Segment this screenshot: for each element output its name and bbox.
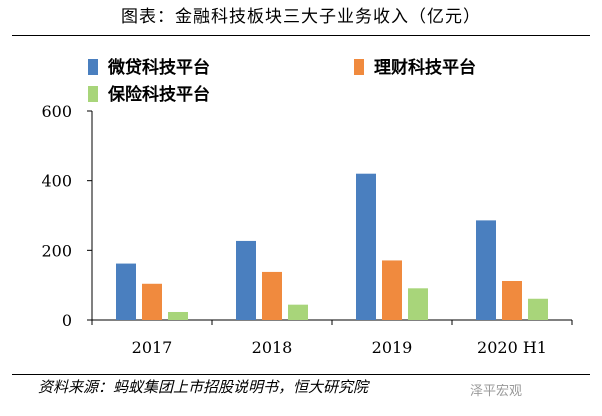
source-note: 资料来源：蚂蚁集团上市招股说明书，恒大研究院 [38, 378, 369, 396]
legend-swatch-1 [354, 59, 364, 75]
bar-2-0 [356, 173, 376, 320]
legend-swatch-2 [88, 86, 98, 102]
legend-label-1: 理财科技平台 [374, 57, 476, 78]
bar-3-2 [528, 298, 548, 320]
legend-label-2: 保险科技平台 [107, 84, 210, 105]
x-tick-label-0: 2017 [132, 338, 173, 357]
bar-3-1 [502, 280, 522, 320]
y-tick-label-3: 600 [41, 102, 72, 121]
y-tick-label-0: 0 [62, 311, 72, 330]
bar-2-1 [382, 260, 402, 320]
bar-1-1 [262, 271, 282, 320]
title-divider [12, 35, 590, 36]
bar-0-1 [142, 283, 162, 320]
watermark: 泽平宏观 [470, 384, 523, 399]
bar-0-2 [168, 311, 188, 320]
y-tick-label-1: 200 [41, 241, 72, 260]
y-axis: 0 200 400 600 [41, 102, 93, 330]
x-tick-label-3: 2020 H1 [477, 338, 547, 357]
bars [116, 173, 548, 320]
x-axis: 2017 2018 2019 2020 H1 [91, 319, 573, 357]
legend-swatch-0 [88, 59, 98, 75]
bar-3-0 [476, 220, 496, 320]
x-tick-label-2: 2019 [372, 338, 413, 357]
chart-title: 图表：金融科技板块三大子业务收入（亿元） [121, 7, 481, 27]
bar-1-0 [236, 240, 256, 320]
x-tick-label-1: 2018 [252, 338, 293, 357]
source-divider [12, 374, 590, 375]
bar-0-0 [116, 263, 136, 320]
y-tick-label-2: 400 [41, 172, 72, 191]
bar-2-2 [408, 288, 428, 320]
legend-label-0: 微贷科技平台 [107, 57, 210, 78]
bar-1-2 [288, 304, 308, 320]
